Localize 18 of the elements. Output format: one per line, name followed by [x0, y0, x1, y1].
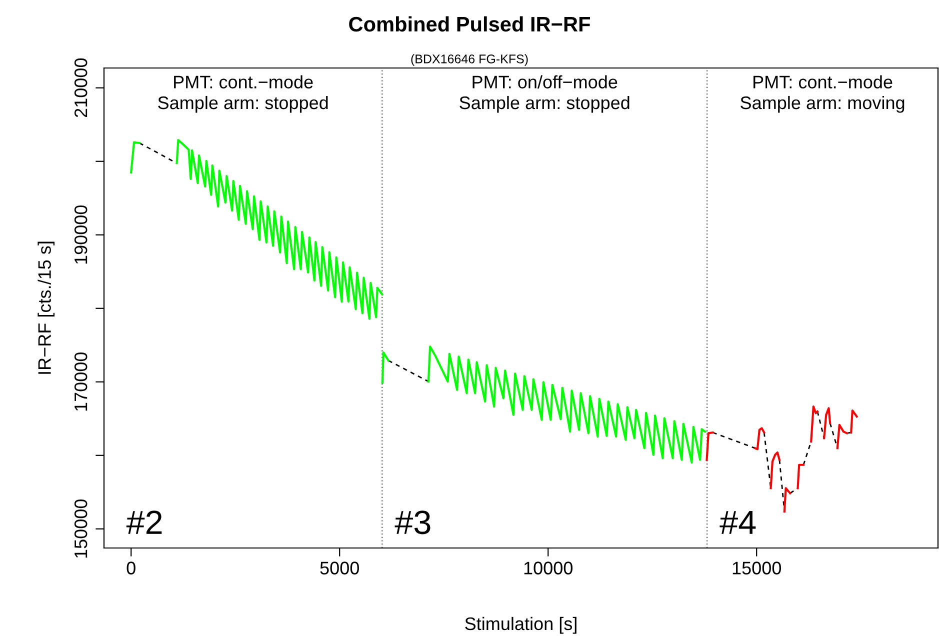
- annotation: #3: [394, 510, 430, 534]
- y-tick-label: 170000: [74, 352, 88, 411]
- x-tick-label: 10000: [524, 562, 573, 574]
- x-axis-title: Stimulation [s]: [465, 616, 576, 634]
- y-tick-label: 150000: [74, 499, 88, 558]
- chart-title: Combined Pulsed IR−RF: [349, 16, 590, 32]
- annotation: PMT: cont.−mode Sample arm: stopped: [158, 75, 328, 113]
- annotation: PMT: on/off−mode Sample arm: stopped: [460, 75, 630, 113]
- y-tick-label: 190000: [74, 205, 88, 264]
- y-tick-label: 210000: [74, 58, 88, 118]
- annotation: PMT: cont.−mode Sample arm: moving: [740, 75, 904, 113]
- x-tick-label: 15000: [732, 562, 782, 574]
- chart-subtitle: (BDX16646 FG-KFS): [411, 54, 528, 66]
- annotation: #4: [720, 510, 756, 534]
- annotation: #2: [126, 510, 162, 534]
- x-tick-label: 0: [126, 562, 136, 574]
- x-tick-label: 5000: [320, 562, 359, 574]
- y-axis-title: IR−RF [cts./15 s]: [38, 242, 55, 374]
